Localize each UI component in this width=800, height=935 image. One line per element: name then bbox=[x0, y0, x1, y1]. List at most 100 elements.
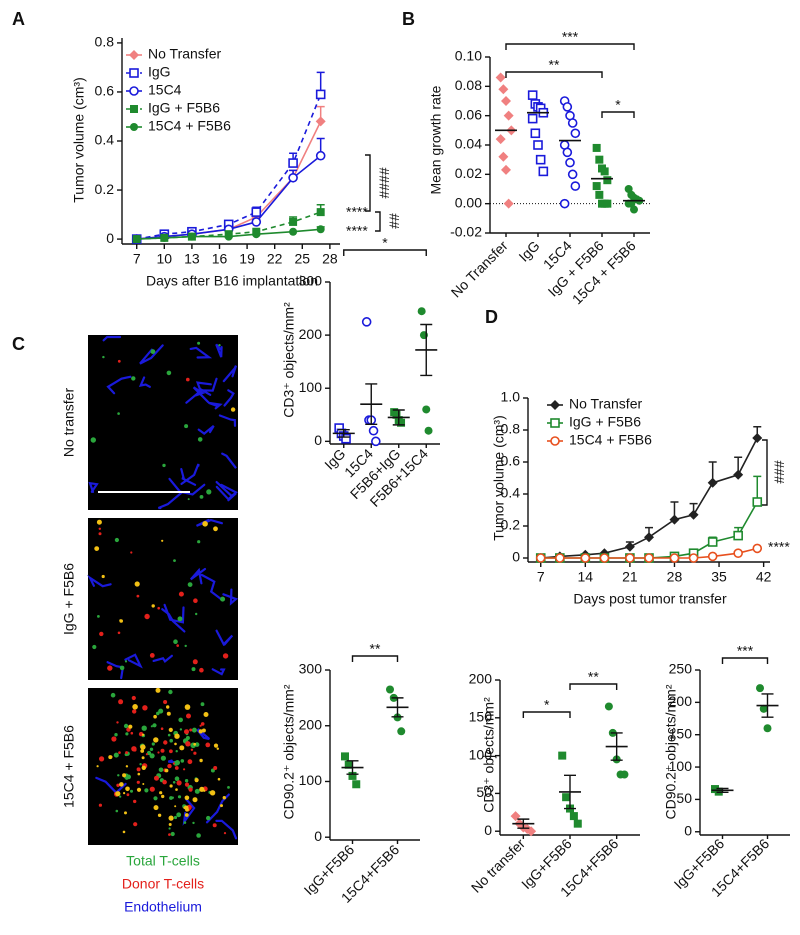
cell bbox=[125, 732, 129, 736]
y-tick-label: 0.8 bbox=[95, 34, 115, 50]
marker bbox=[352, 780, 361, 789]
cell bbox=[220, 596, 226, 602]
cell bbox=[178, 717, 183, 723]
marker bbox=[503, 198, 514, 209]
vessel bbox=[223, 389, 235, 407]
vessel bbox=[222, 588, 239, 606]
cell bbox=[192, 659, 198, 665]
annotation: **** bbox=[768, 539, 790, 555]
marker bbox=[592, 143, 601, 152]
vessel bbox=[152, 654, 173, 664]
marker bbox=[669, 553, 680, 563]
cell bbox=[149, 747, 154, 751]
marker bbox=[555, 553, 565, 563]
cell bbox=[140, 744, 146, 750]
sem-bar bbox=[365, 383, 378, 426]
marker bbox=[424, 426, 433, 435]
cell bbox=[168, 815, 174, 821]
cell bbox=[164, 768, 169, 773]
cell bbox=[117, 774, 120, 777]
cell bbox=[174, 733, 180, 739]
marker bbox=[348, 771, 357, 780]
cell bbox=[166, 370, 172, 376]
annotation: ** bbox=[370, 641, 381, 657]
cell bbox=[123, 792, 126, 795]
cell bbox=[187, 759, 193, 765]
cell bbox=[99, 631, 104, 637]
cell bbox=[140, 749, 145, 753]
cell bbox=[168, 689, 173, 695]
y-tick-label: 0.6 bbox=[501, 453, 521, 469]
x-tick-label: 16 bbox=[212, 251, 228, 267]
cell bbox=[117, 631, 121, 635]
y-tick-label: 0.10 bbox=[455, 48, 482, 64]
cell bbox=[98, 527, 102, 530]
vessel bbox=[215, 629, 234, 647]
marker bbox=[707, 477, 718, 488]
x-tick-label: 10 bbox=[157, 251, 173, 267]
y-tick-label: 1.0 bbox=[501, 389, 521, 405]
vessel bbox=[189, 346, 213, 359]
micrographs bbox=[87, 335, 239, 845]
y-tick-label: 200 bbox=[669, 693, 693, 709]
vessel bbox=[182, 797, 196, 826]
cell bbox=[194, 742, 200, 747]
vessel bbox=[157, 491, 184, 510]
cell bbox=[174, 766, 179, 770]
cell bbox=[162, 463, 166, 468]
sem-bar bbox=[346, 760, 359, 775]
cell bbox=[213, 526, 218, 532]
cell bbox=[131, 746, 137, 752]
cell bbox=[174, 760, 180, 766]
marker bbox=[600, 167, 609, 176]
y-tick-label: 0.08 bbox=[455, 77, 482, 93]
marker bbox=[316, 208, 325, 217]
cell bbox=[184, 729, 189, 735]
sem-bar bbox=[761, 693, 774, 718]
micrograph bbox=[88, 688, 238, 845]
cell bbox=[152, 723, 157, 728]
y-tick-label: 150 bbox=[469, 709, 493, 725]
cell bbox=[96, 765, 99, 768]
cell bbox=[118, 751, 121, 754]
cell bbox=[101, 574, 105, 579]
cell bbox=[130, 789, 133, 793]
vessel bbox=[222, 365, 238, 383]
cell bbox=[173, 639, 178, 644]
marker bbox=[530, 128, 541, 139]
cell bbox=[223, 832, 227, 835]
cell bbox=[116, 721, 119, 724]
annotation: *** bbox=[737, 643, 754, 659]
marker bbox=[498, 84, 509, 95]
cell bbox=[166, 711, 171, 716]
x-tick-label: 35 bbox=[711, 569, 727, 585]
marker bbox=[251, 207, 262, 217]
cell bbox=[186, 713, 191, 719]
cell bbox=[111, 736, 117, 742]
cell bbox=[153, 796, 158, 801]
cell bbox=[199, 667, 204, 673]
marker bbox=[562, 102, 573, 112]
cell bbox=[187, 498, 190, 501]
cell bbox=[157, 813, 162, 817]
cell bbox=[203, 712, 209, 717]
marker bbox=[535, 154, 546, 165]
marker bbox=[527, 113, 538, 124]
y-tick-label: 150 bbox=[669, 725, 693, 741]
y-axis-label: CD3⁺ objects/mm² bbox=[281, 302, 297, 418]
x-tick-label: 28 bbox=[667, 569, 683, 585]
legend-label: 15C4 bbox=[148, 82, 182, 98]
cell bbox=[128, 724, 133, 729]
marker bbox=[688, 509, 699, 520]
cell bbox=[92, 644, 97, 650]
cell bbox=[191, 667, 196, 672]
cell bbox=[131, 376, 136, 381]
y-tick-label: 0 bbox=[314, 828, 322, 844]
x-tick-label: 42 bbox=[756, 569, 772, 585]
vessel bbox=[211, 668, 226, 676]
cell bbox=[184, 704, 191, 710]
marker bbox=[371, 436, 381, 447]
cell bbox=[131, 695, 136, 701]
cell bbox=[97, 615, 100, 618]
cell bbox=[184, 795, 190, 801]
